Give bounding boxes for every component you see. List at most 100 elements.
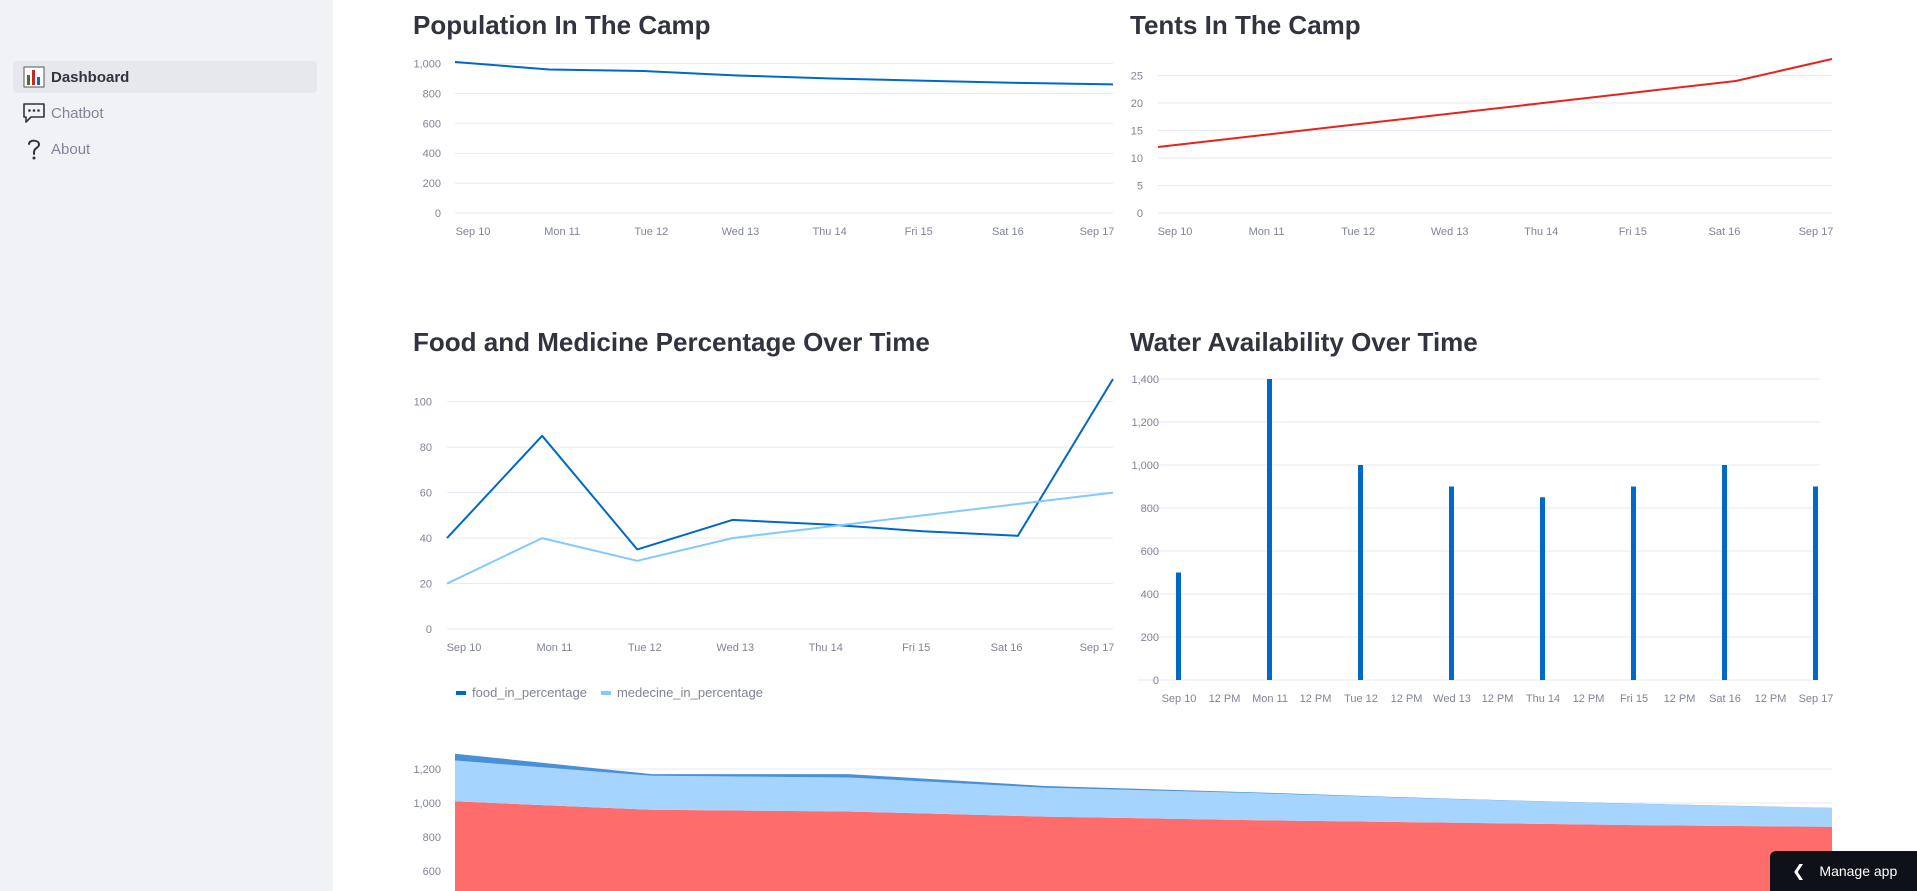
x-tick-label: Sat 16: [991, 642, 1023, 654]
area-series-0: [455, 801, 1832, 891]
x-tick-label: Wed 13: [716, 642, 754, 654]
water-bar: [1631, 486, 1636, 680]
x-tick-label: Wed 13: [722, 226, 760, 238]
sidebar-item-label: Chatbot: [51, 104, 104, 122]
y-tick-label: 800: [423, 88, 441, 100]
water-bar: [1358, 465, 1363, 680]
y-tick-label: 0: [1153, 675, 1159, 687]
y-tick-label: 5: [1137, 181, 1143, 193]
x-tick-label: Wed 13: [1433, 693, 1471, 705]
x-tick-label: Tue 12: [634, 226, 668, 238]
water-bar: [1267, 379, 1272, 680]
x-tick-label: Tue 12: [628, 642, 662, 654]
series-line-0: [446, 378, 1114, 551]
y-tick-label: 60: [420, 488, 432, 500]
water-bar: [1813, 486, 1818, 680]
y-tick-label: 0: [1137, 208, 1143, 220]
x-tick-label: Sep 17: [1080, 226, 1115, 238]
x-tick-label: Thu 14: [1524, 226, 1558, 238]
series-line-0: [1157, 58, 1833, 148]
sidebar-item-chatbot[interactable]: Chatbot: [13, 97, 317, 129]
series-line-0: [454, 61, 1114, 86]
x-tick-label: Sep 17: [1799, 693, 1834, 705]
y-tick-label: 1,400: [1131, 374, 1159, 386]
y-tick-label: 10: [1131, 153, 1143, 165]
sidebar-item-label: About: [51, 140, 91, 158]
x-tick-label: Tue 12: [1344, 693, 1378, 705]
series-line-1: [446, 491, 1114, 585]
y-tick-label: 1,200: [413, 764, 441, 776]
tents-chart-title: Tents In The Camp: [1130, 10, 1361, 40]
x-tick-label: Sep 17: [1799, 226, 1834, 238]
sidebar-item-dashboard[interactable]: Dashboard: [13, 61, 317, 93]
x-tick-label: Sep 10: [456, 226, 491, 238]
x-tick-label: Sep 10: [1158, 226, 1193, 238]
bar-chart-icon: [21, 64, 47, 90]
chevron-left-icon: ❮: [1792, 863, 1806, 880]
x-tick-label: Thu 14: [809, 642, 843, 654]
x-tick-label: 12 PM: [1209, 693, 1241, 705]
x-tick-label: Mon 11: [544, 226, 580, 238]
x-tick-label: Fri 15: [1619, 226, 1647, 238]
x-tick-label: 12 PM: [1573, 693, 1605, 705]
x-tick-label: Fri 15: [1620, 693, 1648, 705]
chat-bubble-icon: [21, 100, 47, 126]
y-tick-label: 800: [423, 832, 441, 844]
y-tick-label: 600: [423, 118, 441, 130]
food-medicine-chart-title: Food and Medicine Percentage Over Time: [413, 327, 930, 357]
y-tick-label: 1,000: [1131, 460, 1159, 472]
y-tick-label: 25: [1131, 71, 1143, 83]
manage-app-label: Manage app: [1819, 863, 1898, 879]
y-tick-label: 20: [1131, 98, 1143, 110]
water-chart-title: Water Availability Over Time: [1130, 327, 1478, 357]
y-tick-label: 20: [420, 579, 432, 591]
x-tick-label: Wed 13: [1431, 226, 1469, 238]
x-tick-label: Sep 17: [1080, 642, 1115, 654]
y-tick-label: 80: [420, 442, 432, 454]
x-tick-label: Mon 11: [1252, 693, 1288, 705]
y-tick-label: 400: [1141, 589, 1159, 601]
y-tick-label: 600: [423, 866, 441, 878]
y-tick-label: 800: [1141, 503, 1159, 515]
sidebar-item-about[interactable]: About: [13, 133, 317, 165]
x-tick-label: Mon 11: [536, 642, 572, 654]
y-tick-label: 1,000: [413, 798, 441, 810]
x-tick-label: Tue 12: [1341, 226, 1375, 238]
water-bar: [1449, 486, 1454, 680]
y-tick-label: 40: [420, 533, 432, 545]
x-tick-label: Thu 14: [812, 226, 846, 238]
y-tick-label: 600: [1141, 546, 1159, 558]
y-tick-label: 1,000: [413, 58, 441, 70]
legend-swatch: [456, 691, 466, 695]
area-series-1: [455, 760, 1832, 827]
x-tick-label: 12 PM: [1391, 693, 1423, 705]
x-tick-label: Sep 10: [1162, 693, 1197, 705]
legend-swatch: [600, 691, 611, 695]
y-tick-label: 0: [435, 208, 441, 220]
x-tick-label: 12 PM: [1482, 693, 1514, 705]
y-tick-label: 200: [1141, 632, 1159, 644]
y-tick-label: 1,200: [1131, 417, 1159, 429]
water-bar: [1722, 465, 1727, 680]
x-tick-label: Fri 15: [905, 226, 933, 238]
question-mark-icon: [21, 136, 47, 162]
x-tick-label: 12 PM: [1664, 693, 1696, 705]
water-bar: [1176, 572, 1181, 680]
x-tick-label: Sat 16: [1709, 693, 1741, 705]
legend-label: food_in_percentage: [472, 685, 587, 700]
manage-app-button[interactable]: ❮ Manage app: [1770, 851, 1917, 891]
x-tick-label: Sat 16: [992, 226, 1024, 238]
y-tick-label: 100: [414, 397, 432, 409]
population-chart-title: Population In The Camp: [413, 10, 711, 40]
x-tick-label: Mon 11: [1249, 226, 1285, 238]
x-tick-label: 12 PM: [1755, 693, 1787, 705]
y-tick-label: 400: [423, 148, 441, 160]
legend-label: medecine_in_percentage: [617, 685, 763, 700]
water-bar: [1540, 497, 1545, 680]
y-tick-label: 0: [426, 624, 432, 636]
